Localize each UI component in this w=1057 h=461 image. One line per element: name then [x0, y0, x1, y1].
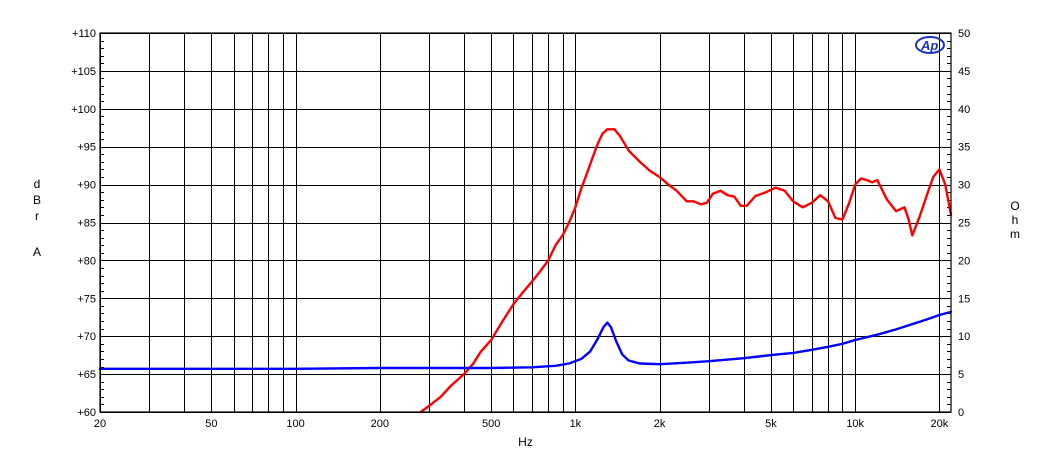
x-tick-label: 50 [205, 418, 217, 430]
y-right-tick-label: 0 [958, 407, 964, 419]
x-tick-label: 100 [286, 418, 304, 430]
y-right-axis-title-char: m [1010, 227, 1020, 241]
y-right-tick-label: 50 [958, 28, 970, 40]
y-right-tick-label: 10 [958, 331, 970, 343]
gridlines [100, 33, 951, 413]
y-left-tick-label: +95 [77, 142, 96, 154]
y-right-tick-label: 5 [958, 369, 964, 381]
x-tick-label: 5k [765, 418, 777, 430]
y-left-axis-title-char: A [33, 245, 41, 259]
x-tick-label: 200 [371, 418, 389, 430]
y-right-tick-label: 35 [958, 142, 970, 154]
x-tick-label: 1k [570, 418, 582, 430]
y-left-tick-label: +85 [77, 218, 96, 230]
y-left-tick-label: +70 [77, 331, 96, 343]
logo-text: Ap [920, 38, 938, 53]
y-right-tick-label: 20 [958, 255, 970, 267]
tick-labels: +60 +65 +70 +75 +80 +85 +90 +95 +100 +105 +110 0 5 10… [33, 28, 1020, 449]
y-left-tick-label: +100 [71, 104, 96, 116]
x-tick-label: 20 [94, 418, 106, 430]
x-tick-label: 10k [846, 418, 864, 430]
y-right-tick-label: 30 [958, 180, 970, 192]
y-left-tick-label: +80 [77, 255, 96, 267]
spl-curve [419, 128, 953, 414]
y-left-tick-label: +75 [77, 293, 96, 305]
plot-frame [99, 32, 952, 413]
y-right-tick-label: 45 [958, 66, 970, 78]
y-right-axis-title-char: O [1010, 199, 1019, 213]
series-layer [98, 128, 953, 414]
y-right-tick-label: 40 [958, 104, 970, 116]
y-left-axis-title-char: B [33, 193, 41, 207]
x-tick-label: 2k [654, 418, 666, 430]
y-right-axis-title-char: h [1012, 213, 1019, 227]
y-left-tick-label: +65 [77, 369, 96, 381]
ap-logo: Ap [915, 36, 945, 54]
y-left-tick-label: +90 [77, 180, 96, 192]
y-left-tick-label: +105 [71, 66, 96, 78]
y-left-tick-label: +110 [72, 28, 96, 40]
x-tick-label: 20k [931, 418, 949, 430]
y-left-axis-title-char: r [35, 209, 39, 223]
y-left-axis-title-char: d [34, 177, 41, 191]
y-left-tick-label: +60 [77, 407, 96, 419]
x-axis-title: Hz [518, 435, 533, 449]
y-right-tick-label: 25 [958, 218, 970, 230]
logo-ellipse [915, 36, 945, 54]
x-tick-label: 500 [482, 418, 500, 430]
y-right-tick-label: 15 [958, 293, 970, 305]
impedance-curve [98, 310, 953, 370]
